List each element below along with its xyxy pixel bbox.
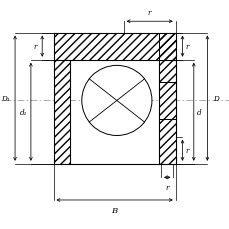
Text: d: d [196,108,201,116]
Text: r: r [185,147,188,155]
Circle shape [82,66,151,136]
Polygon shape [53,33,175,60]
Polygon shape [158,33,175,164]
Polygon shape [53,60,70,164]
Text: r: r [165,183,168,191]
Text: B: B [111,206,117,214]
Text: r: r [147,8,151,16]
Text: D₁: D₁ [1,95,9,103]
Text: r: r [33,43,36,51]
Polygon shape [158,83,175,119]
Text: d₁: d₁ [20,108,27,116]
Text: r: r [185,43,188,51]
Text: D: D [212,95,218,103]
